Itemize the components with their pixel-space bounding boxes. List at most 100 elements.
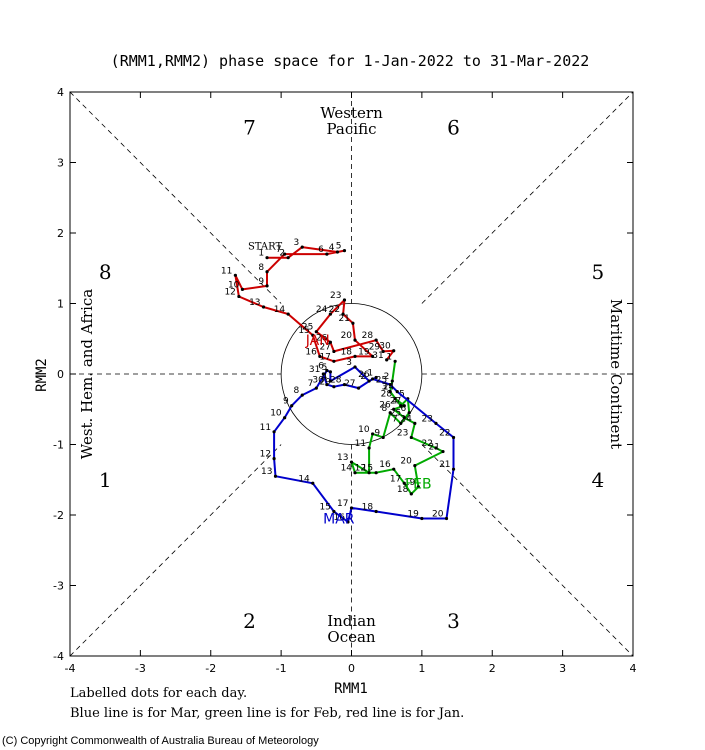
phase-number-label: 1 — [99, 468, 112, 492]
y-tick-label: 3 — [57, 157, 64, 170]
day-label: 13 — [337, 453, 348, 463]
diagonal-line — [69, 444, 282, 657]
diagonal-line — [421, 91, 634, 304]
day-label: 18 — [397, 485, 409, 495]
day-label: 12 — [224, 287, 235, 297]
day-point — [388, 390, 392, 394]
day-point — [402, 404, 406, 408]
day-label: 7 — [392, 414, 398, 424]
day-point — [265, 270, 269, 274]
y-tick-label: -3 — [53, 580, 64, 593]
day-point — [328, 312, 332, 316]
day-point — [328, 379, 332, 383]
day-label: 21 — [338, 314, 349, 324]
day-point — [392, 467, 396, 471]
day-point — [283, 252, 287, 256]
day-label: 4 — [392, 397, 398, 407]
day-point — [374, 375, 378, 380]
day-label: 12 — [260, 450, 271, 460]
day-point — [314, 330, 318, 334]
day-label: 3 — [294, 238, 300, 248]
day-label: 26 — [379, 400, 391, 410]
day-label: 19 — [358, 347, 370, 357]
day-point — [381, 349, 385, 354]
day-label: 26 — [358, 370, 370, 380]
day-point — [286, 312, 290, 316]
day-point — [353, 471, 357, 475]
day-label: 14 — [298, 474, 310, 484]
copyright-notice: (C) Copyright Commonwealth of Australia … — [2, 735, 319, 747]
day-label: 10 — [228, 280, 240, 290]
start-label: START — [248, 242, 283, 253]
day-point — [374, 509, 378, 514]
day-point — [300, 393, 304, 397]
day-point — [237, 294, 241, 299]
x-tick-label: -1 — [276, 662, 287, 675]
day-label: 1 — [367, 369, 373, 379]
day-label: 3 — [346, 358, 352, 368]
day-label: 1 — [258, 249, 264, 259]
x-tick-label: 1 — [418, 662, 425, 675]
day-point — [314, 386, 318, 390]
day-label: 20 — [432, 510, 444, 520]
day-point — [325, 368, 329, 373]
day-label: 17 — [319, 352, 330, 362]
day-label: 28 — [362, 331, 374, 341]
y-tick-label: 2 — [57, 227, 64, 240]
day-label: 15 — [319, 502, 330, 512]
day-point — [392, 349, 396, 353]
day-point — [311, 481, 315, 485]
day-point — [434, 421, 438, 425]
region-label-bottom: Ocean — [327, 628, 376, 646]
day-point — [420, 516, 424, 521]
x-tick-label: -2 — [205, 662, 216, 675]
day-point — [265, 284, 269, 288]
day-label: 9 — [374, 428, 380, 438]
day-point — [346, 520, 350, 524]
day-label: 10 — [270, 409, 282, 419]
day-label: 26 — [316, 333, 328, 343]
day-label: 20 — [341, 331, 353, 341]
day-label: 2 — [360, 372, 366, 382]
day-point — [261, 305, 266, 309]
day-label: 1 — [386, 352, 392, 362]
day-point — [286, 256, 290, 260]
day-point — [434, 446, 438, 450]
day-label: 15 — [362, 464, 373, 474]
x-tick-label: 2 — [489, 662, 496, 675]
day-label: 24 — [316, 305, 328, 315]
day-label: 14 — [341, 464, 353, 474]
day-point — [332, 509, 336, 514]
day-label: 14 — [274, 305, 286, 315]
day-label: 16 — [305, 347, 317, 357]
day-label: 19 — [407, 510, 419, 520]
unit-circle — [280, 303, 423, 445]
series-line-feb — [350, 361, 444, 495]
day-label: 31 — [372, 351, 383, 361]
day-point — [413, 464, 417, 468]
day-point — [321, 372, 325, 376]
day-label: 29 — [319, 378, 331, 388]
y-tick-label: 4 — [57, 86, 64, 99]
day-label: 8 — [294, 386, 300, 396]
day-point — [393, 397, 397, 401]
day-label: 23 — [421, 414, 432, 424]
day-point — [341, 312, 345, 316]
day-point — [342, 298, 347, 302]
day-label: 18 — [362, 502, 374, 512]
region-label-left: West. Hem. and Africa — [78, 289, 96, 460]
day-point — [402, 481, 406, 485]
day-point — [409, 435, 413, 440]
y-tick-label: 0 — [57, 368, 64, 381]
day-label: 19 — [404, 478, 416, 488]
day-label: 22 — [329, 305, 340, 315]
day-label: 25 — [376, 376, 387, 386]
day-point — [318, 354, 322, 358]
note-line-2: Blue line is for Mar, green line is for … — [70, 706, 464, 721]
day-point — [402, 416, 406, 420]
day-label: 24 — [400, 414, 412, 424]
day-point — [233, 273, 237, 277]
region-label-bottom: Indian — [327, 612, 376, 630]
day-label: 5 — [322, 363, 328, 373]
day-point — [328, 370, 332, 374]
